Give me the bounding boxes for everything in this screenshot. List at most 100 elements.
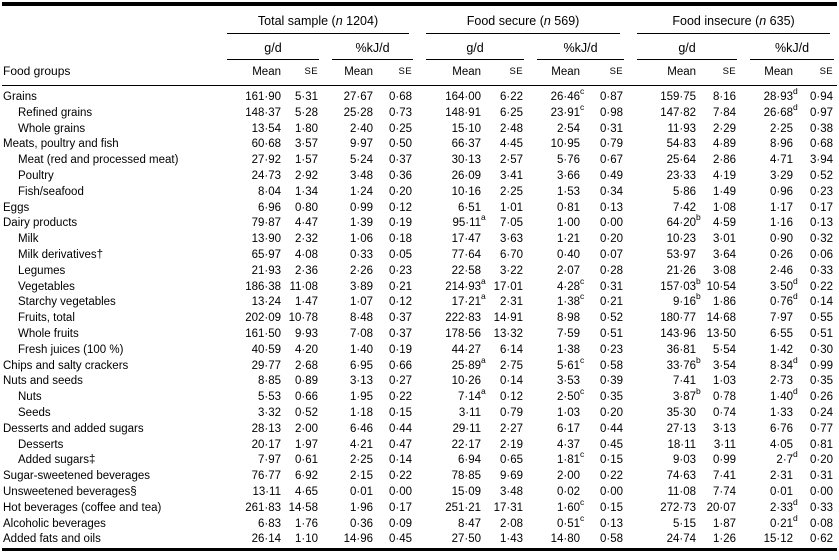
value-cell: 0·20 [600,406,624,419]
significance-superscript: b [696,354,701,365]
value-cell: 2·29 [713,122,737,135]
value-cell: 26·14 [251,533,281,546]
food-group-label: Nuts [18,391,42,404]
food-group-label: Fruits, total [18,312,75,325]
value-cell: 25·89 a [451,354,486,372]
value-cell: 214·93 a [445,275,486,293]
table-row: Vegetables 186·38 11·08 3·89 0·21 214·93 a 17·0… [2,275,837,296]
value-cell: 0·22 [600,470,624,483]
value-cell: 8·98 [557,312,581,325]
value-cell: 6·83 [257,517,281,530]
value-cell: 3·13 [713,422,737,435]
significance-superscript: c [580,354,585,365]
value-cell: 0·23 [600,343,624,356]
value-cell: 20·17 [251,438,281,451]
value-cell: 8·85 [257,375,281,388]
value-cell: 15·12 [763,533,794,546]
unit-header-gd: g/d [627,34,740,60]
value-cell: 2·00 [294,422,318,435]
food-group-label: Whole fruits [18,327,79,340]
value-cell: 0·23 [389,264,413,277]
group-label-n: 569) [550,14,580,28]
value-cell: 1·43 [500,533,524,546]
value-cell: 0·58 [600,533,624,546]
value-cell: 1·34 [294,185,318,198]
value-cell: 0·73 [389,106,413,119]
n-italic: n [759,14,767,28]
significance-superscript: c [580,496,585,507]
mean-header: Mean [217,60,285,86]
value-cell: 3·22 [500,264,524,277]
value-cell: 30·13 [451,154,482,167]
value-cell: 17·01 [493,280,524,293]
value-cell: 1·38 c [557,291,585,309]
food-group-label: Meat (red and processed meat) [18,154,179,167]
value-cell: 26·09 [451,169,482,182]
value-cell: 1·16 [770,217,794,230]
mean-header: Mean [527,60,585,86]
value-cell: 3·94 [810,154,834,167]
value-cell: 2·48 [500,122,524,135]
value-cell: 0·23 [810,185,834,198]
se-header: SE [485,60,528,86]
value-cell: 1·60 c [557,496,585,514]
significance-superscript: b [696,291,701,302]
value-cell: 15·10 [451,122,482,135]
food-group-label: Eggs [3,201,30,214]
value-cell: 0·62 [810,533,834,546]
value-cell: 18·11 [667,438,697,451]
value-cell: 11·93 [667,122,697,135]
value-cell: 251·21 [445,501,482,514]
value-cell: 2·46 [770,264,794,277]
value-cell: 0·01 [349,485,373,498]
value-cell: 261·83 [245,501,281,514]
value-cell: 0·22 [389,391,413,404]
value-cell: 0·66 [294,391,318,404]
value-cell: 1·03 [713,375,737,388]
table-row: Starchy vegetables 13·24 1·47 1·07 0·12 17·21… [2,291,837,311]
value-cell: 6·51 [458,201,482,214]
value-cell: 0·68 [810,138,834,151]
significance-superscript: c [580,101,585,112]
value-cell: 1·21 [557,233,581,246]
value-cell: 36·81 [666,343,697,356]
value-cell: 0·36 [389,169,413,182]
table-row: Added fats and oils 26·14 1·10 14·96 0·45 27·… [2,532,837,549]
value-cell: 74·63 [666,470,697,483]
n-italic: n [335,14,343,28]
value-cell: 4·71 [770,154,794,167]
se-header: SE [797,60,838,86]
value-cell: 4·19 [713,169,737,182]
value-cell: 0·05 [389,248,413,261]
value-cell: 2·54 [557,122,581,135]
value-cell: 4·59 [713,217,737,230]
value-cell: 1·39 [349,217,373,230]
value-cell: 2·86 [713,154,737,167]
value-cell: 3·48 [500,485,524,498]
table-row: Seeds 3·32 0·52 1·18 0·15 3·11 0·79 1·03 0·20 35·… [2,406,837,422]
value-cell: 7·05 [500,217,524,230]
value-cell: 0·17 [810,201,834,214]
value-cell: 2·07 [557,264,581,277]
table-row: Meats, poultry and fish 60·68 3·57 9·97 0·50… [2,137,837,153]
value-cell: 8·34 d [770,354,798,372]
value-cell: 4·20 [294,343,318,356]
table-row: Grains 161·90 5·31 27·67 0·68 164·00 6·22 26·46… [2,86,837,106]
se-header: SE [377,60,417,86]
value-cell: 14·96 [343,533,373,546]
value-cell: 10·16 [451,185,482,198]
value-cell: 5·28 [294,106,318,119]
value-cell: 0·35 [600,391,624,404]
table-row: Poultry 24·73 2·92 3·48 0·36 26·09 3·41 3·66 0·4… [2,169,837,185]
group-header-row: Food groups Total sample (n 1204) Food s… [2,4,837,86]
value-cell: 0·37 [389,327,413,340]
value-cell: 1·06 [349,233,373,246]
value-cell: 0·15 [600,454,624,467]
value-cell: 0·06 [810,248,834,261]
food-group-label: Hot beverages (coffee and tea) [3,501,162,514]
value-cell: 4·65 [294,485,318,498]
significance-superscript: c [580,512,585,523]
group-label-n: 635) [766,14,795,28]
value-cell: 0·90 [770,233,794,246]
